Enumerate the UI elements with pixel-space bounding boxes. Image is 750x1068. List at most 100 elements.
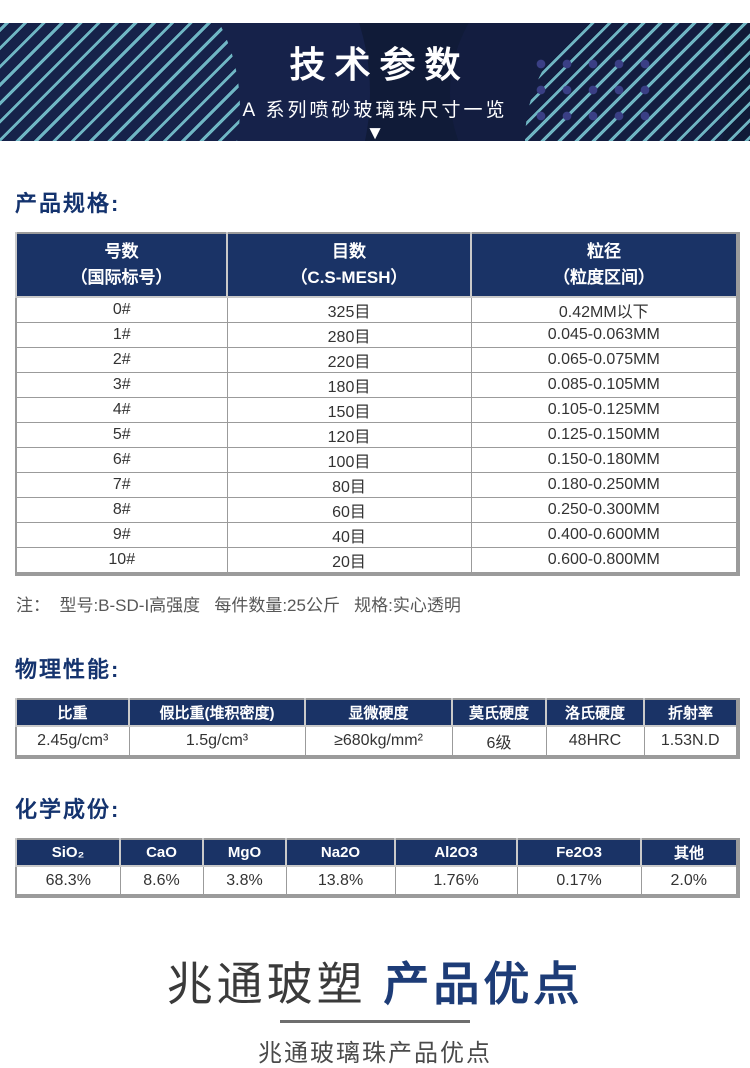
table-row: 8# 60目 0.250-0.300MM	[15, 497, 739, 523]
header-line: （粒度区间）	[553, 267, 655, 287]
footer-title: 兆通玻塑 产品优点	[0, 958, 750, 1011]
table-row: 10# 20目 0.600-0.800MM	[15, 547, 739, 575]
table-row: 0# 325目 0.42MM以下	[15, 296, 739, 323]
cell-size: 0.150-0.180MM	[470, 447, 739, 473]
column-header-number: 号数 （国际标号）	[15, 233, 228, 298]
cell-number: 1#	[15, 322, 228, 348]
cell-mesh: 20目	[226, 547, 472, 575]
cell-mesh: 325目	[226, 296, 472, 323]
cell-number: 8#	[15, 497, 228, 523]
cell-al2o3: 1.76%	[394, 865, 518, 897]
cell-micro-hardness: ≥680kg/mm²	[304, 725, 453, 758]
column-header-na2o: Na2O	[285, 839, 396, 867]
spec-note: 注： 型号:B-SD-I高强度 每件数量:25公斤 规格:实心透明	[16, 596, 461, 615]
cell-mohs: 6级	[451, 725, 547, 758]
table-row: 6# 100目 0.150-0.180MM	[15, 447, 739, 473]
cell-mesh: 180目	[226, 372, 472, 398]
table-row: 5# 120目 0.125-0.150MM	[15, 422, 739, 448]
cell-size: 0.105-0.125MM	[470, 397, 739, 423]
cell-bulk-density: 1.5g/cm³	[128, 725, 306, 758]
column-header-size: 粒径 （粒度区间）	[470, 233, 739, 298]
cell-density: 2.45g/cm³	[15, 725, 130, 758]
table-row: 7# 80目 0.180-0.250MM	[15, 472, 739, 498]
content: 产品规格: 号数 （国际标号） 目数 （C.S-MESH） 粒径 （粒度区间） …	[0, 141, 750, 1068]
column-header-other: 其他	[640, 839, 739, 867]
column-header-refractive: 折射率	[643, 699, 739, 727]
footer-brand-block: 兆通玻塑 产品优点 兆通玻璃珠产品优点	[0, 958, 750, 1068]
cell-number: 6#	[15, 447, 228, 473]
column-header-mgo: MgO	[202, 839, 287, 867]
footer-subtitle: 兆通玻璃珠产品优点	[258, 1039, 492, 1067]
cell-size: 0.180-0.250MM	[470, 472, 739, 498]
cell-number: 9#	[15, 522, 228, 548]
footer-title-highlight: 产品优点	[383, 958, 584, 1010]
cell-sio2: 68.3%	[15, 865, 121, 897]
cell-refractive: 1.53N.D	[643, 725, 739, 758]
cell-number: 0#	[15, 296, 228, 323]
cell-fe2o3: 0.17%	[516, 865, 642, 897]
column-header-sio2: SiO₂	[15, 839, 121, 867]
product-spec-table: 号数 （国际标号） 目数 （C.S-MESH） 粒径 （粒度区间） 0# 325目…	[15, 232, 740, 576]
dots-grid-decoration	[528, 51, 660, 131]
table-row: 68.3% 8.6% 3.8% 13.8% 1.76% 0.17% 2.0%	[15, 865, 739, 897]
cell-number: 3#	[15, 372, 228, 398]
table-header-row: SiO₂ CaO MgO Na2O Al2O3 Fe2O3 其他	[15, 839, 739, 867]
triangle-down-icon: ▼	[365, 123, 385, 141]
cell-mesh: 120目	[226, 422, 472, 448]
header-line: 粒径	[587, 242, 621, 261]
cell-mesh: 60目	[226, 497, 472, 523]
diagonal-stripes-decoration	[0, 23, 240, 141]
table-row: 4# 150目 0.105-0.125MM	[15, 397, 739, 423]
banner-subtitle: A 系列喷砂玻璃珠尺寸一览	[242, 100, 508, 121]
column-header-micro-hardness: 显微硬度	[304, 699, 453, 727]
header-line: （C.S-MESH）	[290, 267, 408, 287]
header-line: 目数	[332, 242, 366, 261]
cell-rockwell: 48HRC	[545, 725, 645, 758]
cell-size: 0.600-0.800MM	[470, 547, 739, 575]
cell-mgo: 3.8%	[202, 865, 287, 897]
cell-size: 0.045-0.063MM	[470, 322, 739, 348]
cell-mesh: 220目	[226, 347, 472, 373]
column-header-rockwell: 洛氏硬度	[545, 699, 645, 727]
column-header-cao: CaO	[119, 839, 204, 867]
cell-mesh: 280目	[226, 322, 472, 348]
cell-size: 0.085-0.105MM	[470, 372, 739, 398]
cell-other: 2.0%	[640, 865, 739, 897]
column-header-bulk-density: 假比重(堆积密度)	[128, 699, 306, 727]
banner: 技术参数 A 系列喷砂玻璃珠尺寸一览 ▼	[0, 23, 750, 141]
cell-size: 0.400-0.600MM	[470, 522, 739, 548]
cell-size: 0.125-0.150MM	[470, 422, 739, 448]
divider-line	[280, 1019, 470, 1023]
cell-na2o: 13.8%	[285, 865, 396, 897]
cell-number: 4#	[15, 397, 228, 423]
cell-number: 10#	[15, 547, 228, 575]
cell-mesh: 100目	[226, 447, 472, 473]
cell-number: 2#	[15, 347, 228, 373]
section-heading-product-spec: 产品规格:	[15, 191, 121, 216]
table-row: 3# 180目 0.085-0.105MM	[15, 372, 739, 398]
banner-title: 技术参数	[289, 44, 470, 85]
cell-mesh: 40目	[226, 522, 472, 548]
header-line: （国际标号）	[70, 267, 173, 287]
table-row: 2.45g/cm³ 1.5g/cm³ ≥680kg/mm² 6级 48HRC 1…	[15, 725, 739, 758]
cell-mesh: 150目	[226, 397, 472, 423]
column-header-mohs: 莫氏硬度	[451, 699, 547, 727]
header-line: 号数	[104, 242, 139, 261]
column-header-mesh: 目数 （C.S-MESH）	[226, 233, 472, 298]
table-row: 2# 220目 0.065-0.075MM	[15, 347, 739, 373]
column-header-density: 比重	[15, 699, 130, 727]
cell-number: 5#	[15, 422, 228, 448]
cell-size: 0.250-0.300MM	[470, 497, 739, 523]
table-header-row: 号数 （国际标号） 目数 （C.S-MESH） 粒径 （粒度区间）	[15, 233, 739, 298]
column-header-al2o3: Al2O3	[394, 839, 518, 867]
cell-mesh: 80目	[226, 472, 472, 498]
table-row: 9# 40目 0.400-0.600MM	[15, 522, 739, 548]
cell-number: 7#	[15, 472, 228, 498]
section-heading-chemical: 化学成份:	[15, 797, 121, 822]
cell-size: 0.42MM以下	[470, 296, 739, 323]
table-header-row: 比重 假比重(堆积密度) 显微硬度 莫氏硬度 洛氏硬度 折射率	[15, 699, 739, 727]
cell-size: 0.065-0.075MM	[470, 347, 739, 373]
physical-properties-table: 比重 假比重(堆积密度) 显微硬度 莫氏硬度 洛氏硬度 折射率 2.45g/cm…	[15, 698, 740, 759]
table-row: 1# 280目 0.045-0.063MM	[15, 322, 739, 348]
brand-name: 兆通玻塑	[166, 958, 367, 1010]
